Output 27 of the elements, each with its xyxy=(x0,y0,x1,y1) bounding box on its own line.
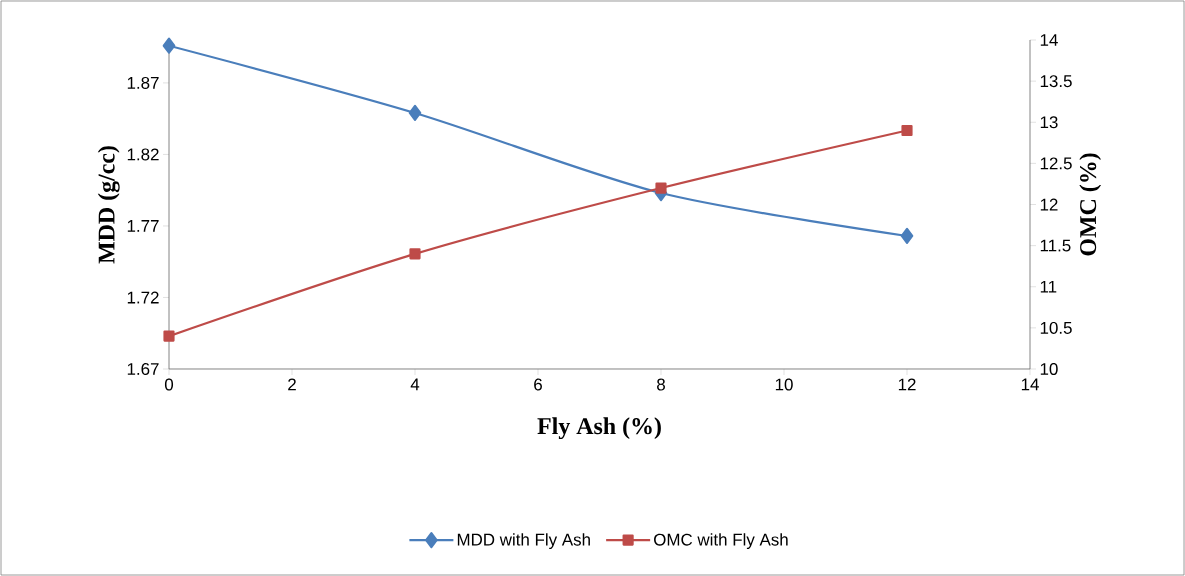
y2-tick-label: 13.5 xyxy=(1040,75,1072,88)
y2-tick-label: 13 xyxy=(1040,116,1058,129)
y2-tick-label: 11.5 xyxy=(1040,239,1071,252)
x-tick-label: 6 xyxy=(534,378,542,391)
x-tick-label: 10 xyxy=(775,378,793,391)
legend-label: OMC with Fly Ash xyxy=(654,533,788,549)
x-tick-label: 14 xyxy=(1021,378,1039,391)
x-tick-label: 2 xyxy=(288,378,296,391)
x-axis-title: Fly Ash (%) xyxy=(537,417,661,440)
y2-tick-label: 12 xyxy=(1040,198,1058,211)
y-axis-title: MDD (g/cc) xyxy=(97,146,120,264)
y-tick-label: 1.77 xyxy=(127,220,159,232)
y2-axis-title: OMC (%) xyxy=(1079,153,1102,256)
y-tick-label: 1.82 xyxy=(127,148,159,161)
x-tick-label: 12 xyxy=(898,378,916,391)
x-tick-label: 8 xyxy=(657,378,665,391)
y2-tick-label: 14 xyxy=(1040,34,1058,46)
x-tick-label: 0 xyxy=(164,378,174,391)
legend-label: MDD with Fly Ash xyxy=(457,533,590,549)
y-tick-label: 1.67 xyxy=(127,363,159,375)
x-tick-label: 4 xyxy=(410,378,420,391)
y-tick-label: 1.87 xyxy=(127,76,159,89)
y2-tick-label: 10.5 xyxy=(1040,321,1072,334)
y-tick-label: 1.72 xyxy=(127,291,159,304)
y2-tick-label: 11 xyxy=(1040,280,1057,293)
y2-tick-label: 10 xyxy=(1040,363,1058,375)
y2-tick-label: 12.5 xyxy=(1040,157,1072,170)
